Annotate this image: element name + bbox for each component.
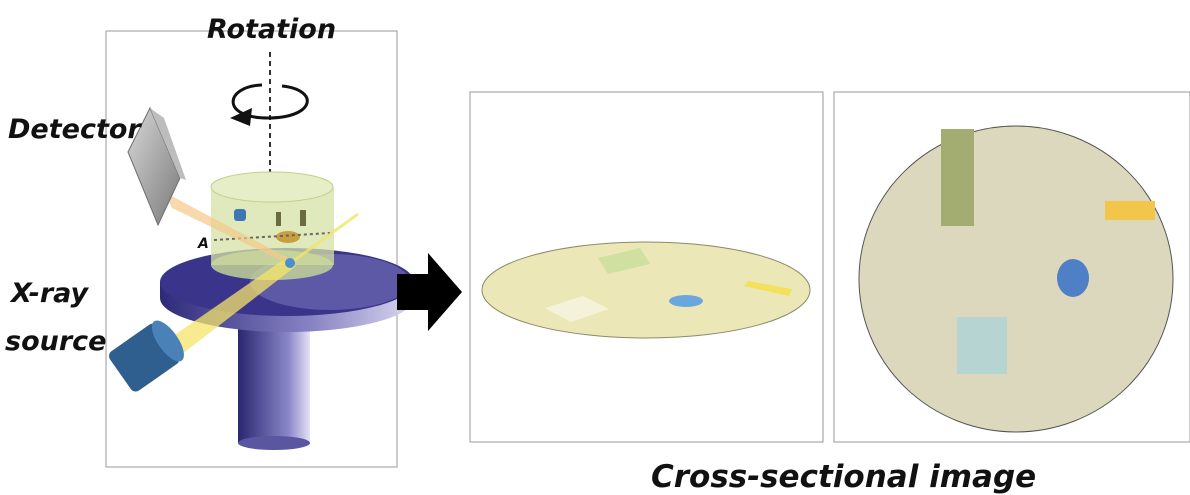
oblique-blue-dot	[669, 295, 703, 307]
sample-inclusion-gold	[276, 231, 300, 243]
axial-section-circle	[858, 125, 1174, 433]
oblique-yellow-rect	[744, 281, 792, 296]
beam-focus-point	[285, 258, 295, 268]
axial-blue-dot	[1057, 259, 1089, 297]
detector-label: Detector	[8, 114, 142, 145]
xray-source-icon	[109, 320, 184, 392]
rotation-arrow-icon	[230, 83, 309, 126]
sample-cylinder-bottom	[211, 250, 333, 280]
xray-beam-incident	[150, 258, 296, 365]
sample-inclusion-blue	[234, 209, 246, 221]
stage-post-bottom	[238, 436, 310, 450]
sample-inclusion-dark-2	[276, 212, 281, 226]
axial-teal-square	[957, 317, 1007, 374]
cross-section-caption: Cross-sectional image	[651, 459, 1036, 495]
xray-beam-diffracted	[164, 192, 292, 266]
axial-yellow-rect	[1105, 201, 1155, 220]
xray-source-label-line1: X-ray	[9, 278, 90, 309]
detector-icon	[127, 106, 186, 227]
xray-beam-transmitted	[291, 212, 359, 264]
xray-source-label-line2: source	[5, 326, 106, 357]
oblique-teal-square	[545, 296, 609, 322]
rotation-label: Rotation	[207, 14, 336, 45]
sample-inclusion-dark	[300, 210, 306, 226]
plane-a-line	[213, 232, 331, 241]
sample-cylinder-top	[210, 171, 334, 203]
oblique-section-ellipse	[481, 241, 811, 339]
transition-arrow-icon	[397, 253, 462, 331]
point-a-label: A	[197, 236, 209, 252]
oblique-green-rect	[598, 248, 650, 274]
axial-green-rect	[941, 129, 974, 226]
